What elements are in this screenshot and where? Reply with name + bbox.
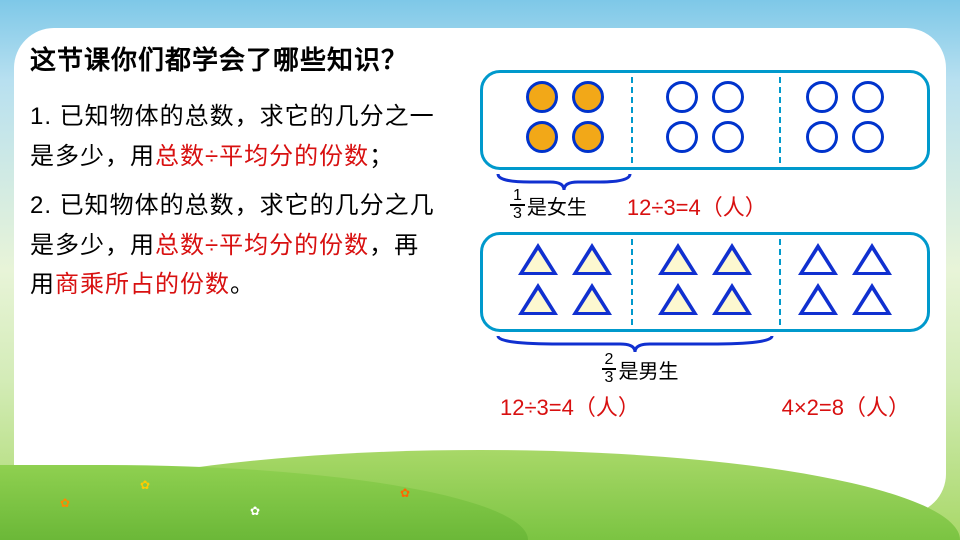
frac2-num: 2 <box>602 352 617 370</box>
paragraph-1: 1. 已知物体的总数，求它的几分之一是多少，用总数÷平均分的份数； <box>30 97 440 176</box>
circles-label-text: 是女生 <box>527 191 587 220</box>
triangles-equation-2: 4×2=8（人） <box>782 390 910 422</box>
p2-suffix: 。 <box>230 271 255 298</box>
brace-triangles <box>480 332 930 354</box>
frac1-den: 3 <box>510 206 525 222</box>
triangles-fraction-label: 23 是男生 <box>350 352 930 386</box>
p1-suffix: ； <box>369 143 394 170</box>
frac2-den: 3 <box>602 370 617 386</box>
frac1-num: 1 <box>510 188 525 206</box>
p1-highlight: 总数÷平均分的份数 <box>155 143 369 170</box>
circles-fraction-label: 13 是女生 <box>510 188 587 222</box>
diagrams-column: 13 是女生 12÷3=4（人） 23 是男生 12÷3=4（人） 4×2=8（… <box>480 70 930 422</box>
circles-diagram <box>480 70 930 170</box>
triangles-diagram <box>480 232 930 332</box>
triangles-equation-1: 12÷3=4（人） <box>500 390 640 422</box>
left-text-column: 1. 已知物体的总数，求它的几分之一是多少，用总数÷平均分的份数； 2. 已知物… <box>30 97 440 305</box>
p2-highlight2: 商乘所占的份数 <box>55 271 230 298</box>
paragraph-2: 2. 已知物体的总数，求它的几分之几是多少，用总数÷平均分的份数，再用商乘所占的… <box>30 186 440 305</box>
circles-equation: 12÷3=4（人） <box>627 190 767 222</box>
p2-highlight1: 总数÷平均分的份数 <box>155 232 369 259</box>
triangles-label-text: 是男生 <box>618 355 678 384</box>
